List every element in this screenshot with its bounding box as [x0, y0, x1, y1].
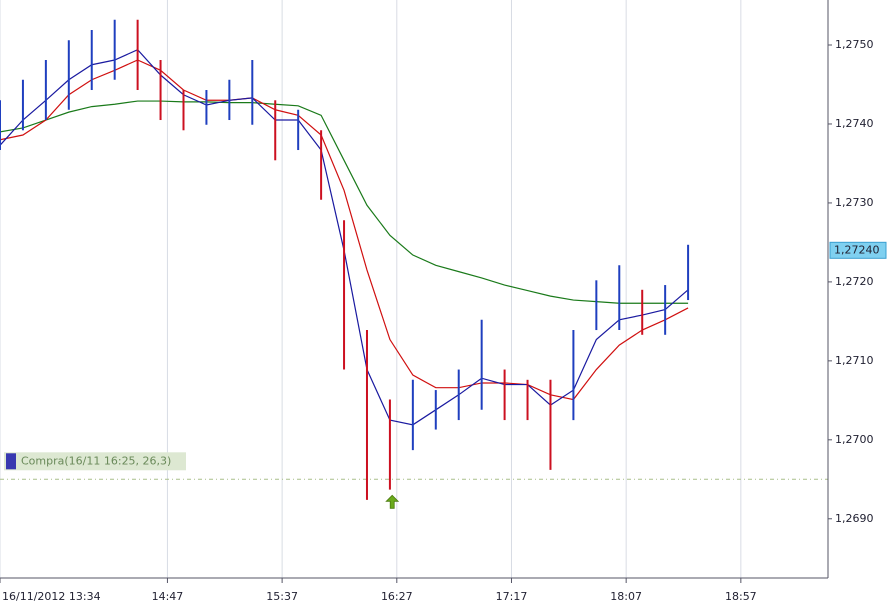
y-tick-label: 1,2700: [835, 433, 874, 446]
order-label: Compra(16/11 16:25, 26,3): [21, 454, 171, 467]
x-tick-label: 18:07: [610, 590, 642, 603]
x-tick-label: 14:47: [152, 590, 184, 603]
x-tick-label: 16:27: [381, 590, 413, 603]
y-tick-label: 1,2740: [835, 117, 874, 130]
x-tick-label: 17:17: [496, 590, 528, 603]
y-tick-label: 1,2750: [835, 38, 874, 51]
y-tick-label: 1,2690: [835, 512, 874, 525]
moving-average-line: [0, 100, 689, 304]
last-price-label: 1,27240: [834, 243, 880, 256]
x-tick-label: 16/11/2012 13:34: [2, 590, 101, 603]
y-tick-label: 1,2730: [835, 196, 874, 209]
last-price-box: [829, 241, 887, 259]
y-tick-label: 1,2710: [835, 354, 874, 367]
x-tick-label: 15:37: [266, 590, 298, 603]
buy-arrow: [385, 494, 400, 509]
x-tick-label: 18:57: [725, 590, 757, 603]
y-tick-label: 1,2720: [835, 275, 874, 288]
order-label-swatch: [6, 453, 16, 470]
order-label-box: [4, 452, 186, 471]
plot-background: [0, 0, 828, 578]
